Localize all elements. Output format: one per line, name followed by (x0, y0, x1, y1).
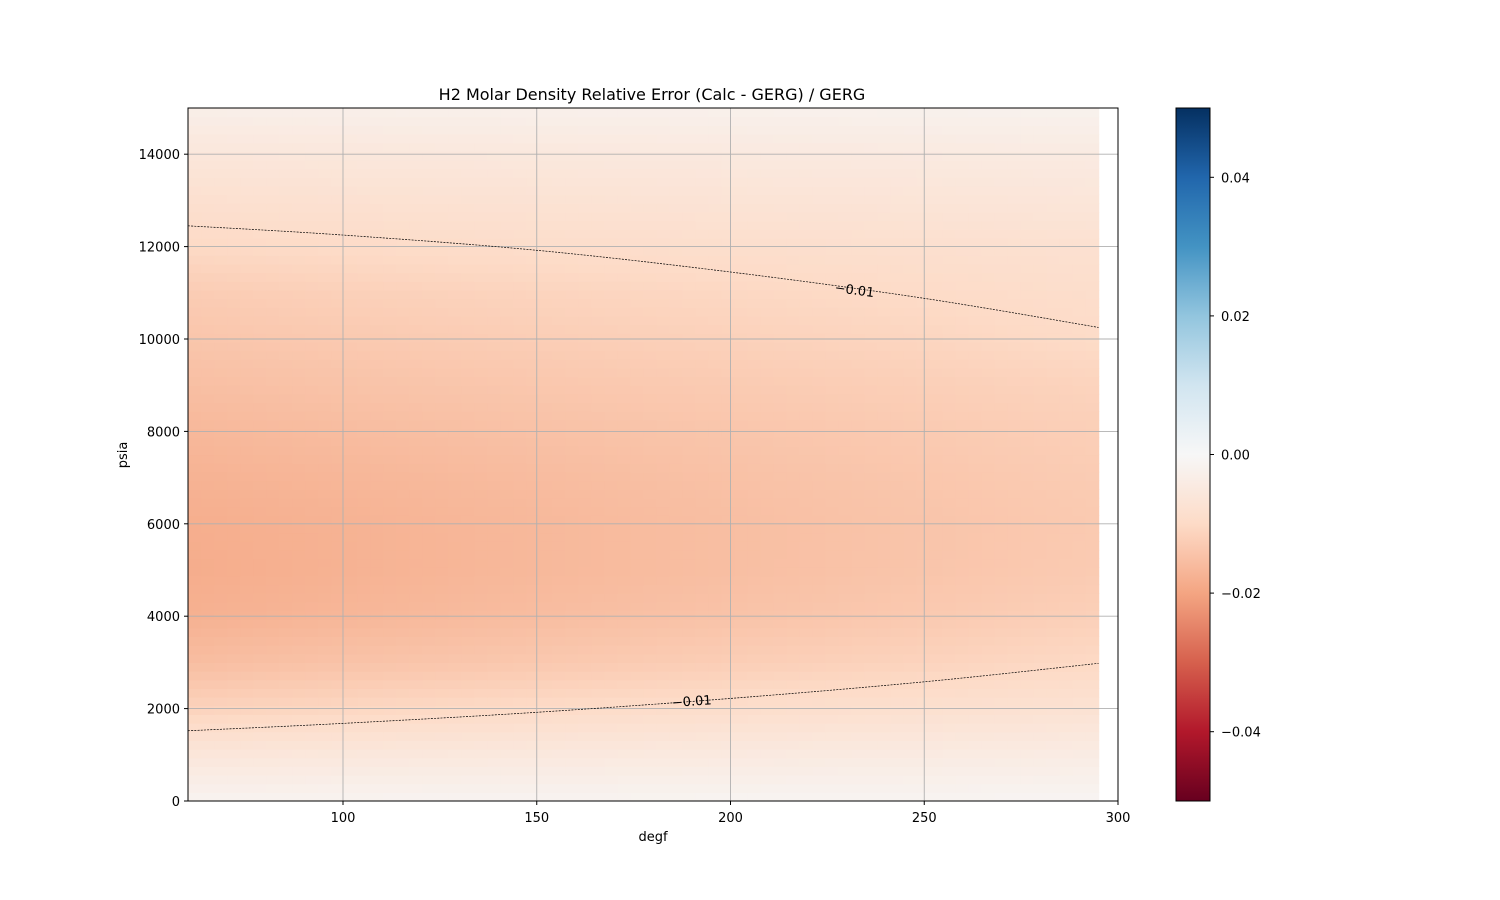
plot-frame (187, 107, 1119, 802)
colorbar-ticks: 0.04 0.02 0.00 −0.02 −0.04 (1210, 171, 1261, 741)
colorbar-tick-label: 0.04 (1221, 171, 1250, 186)
x-axis-label: degf (638, 830, 668, 845)
y-tick-label: 12000 (139, 241, 180, 256)
contour-lines: −0.01 −0.01 (188, 225, 1099, 732)
heatmap-field (188, 108, 1100, 801)
colorbar-tick-label: −0.02 (1221, 587, 1261, 602)
colorbar-tick-label: −0.04 (1221, 726, 1261, 741)
y-axis: 0 2000 4000 6000 8000 10000 12000 14000 (139, 148, 188, 810)
y-tick-label: 14000 (139, 148, 180, 163)
y-tick-label: 4000 (147, 610, 180, 625)
y-axis-label: psia (116, 442, 131, 469)
grid-lines (188, 108, 1119, 802)
x-tick-label: 200 (718, 811, 743, 826)
contour-line (188, 225, 1099, 328)
contour-label: −0.01 (671, 693, 712, 711)
contour-label: −0.01 (834, 281, 876, 301)
y-tick-label: 10000 (139, 333, 180, 348)
chart-title: H2 Molar Density Relative Error (Calc - … (439, 85, 866, 104)
x-axis: 100 150 200 250 300 (331, 801, 1131, 826)
contour-line (188, 662, 1099, 732)
y-tick-label: 0 (172, 795, 180, 810)
x-tick-label: 100 (331, 811, 356, 826)
y-tick-label: 2000 (147, 703, 180, 718)
colorbar-tick-label: 0.00 (1221, 449, 1250, 464)
colorbar-tick-label: 0.02 (1221, 310, 1250, 325)
y-tick-label: 8000 (147, 425, 180, 440)
x-tick-label: 250 (912, 811, 937, 826)
plot-area: −0.01 −0.01 (187, 107, 1119, 802)
y-tick-label: 6000 (147, 518, 180, 533)
colorbar-gradient (1176, 108, 1210, 801)
x-tick-label: 300 (1106, 811, 1131, 826)
colorbar: 0.04 0.02 0.00 −0.02 −0.04 (1175, 107, 1261, 802)
x-tick-label: 150 (524, 811, 549, 826)
